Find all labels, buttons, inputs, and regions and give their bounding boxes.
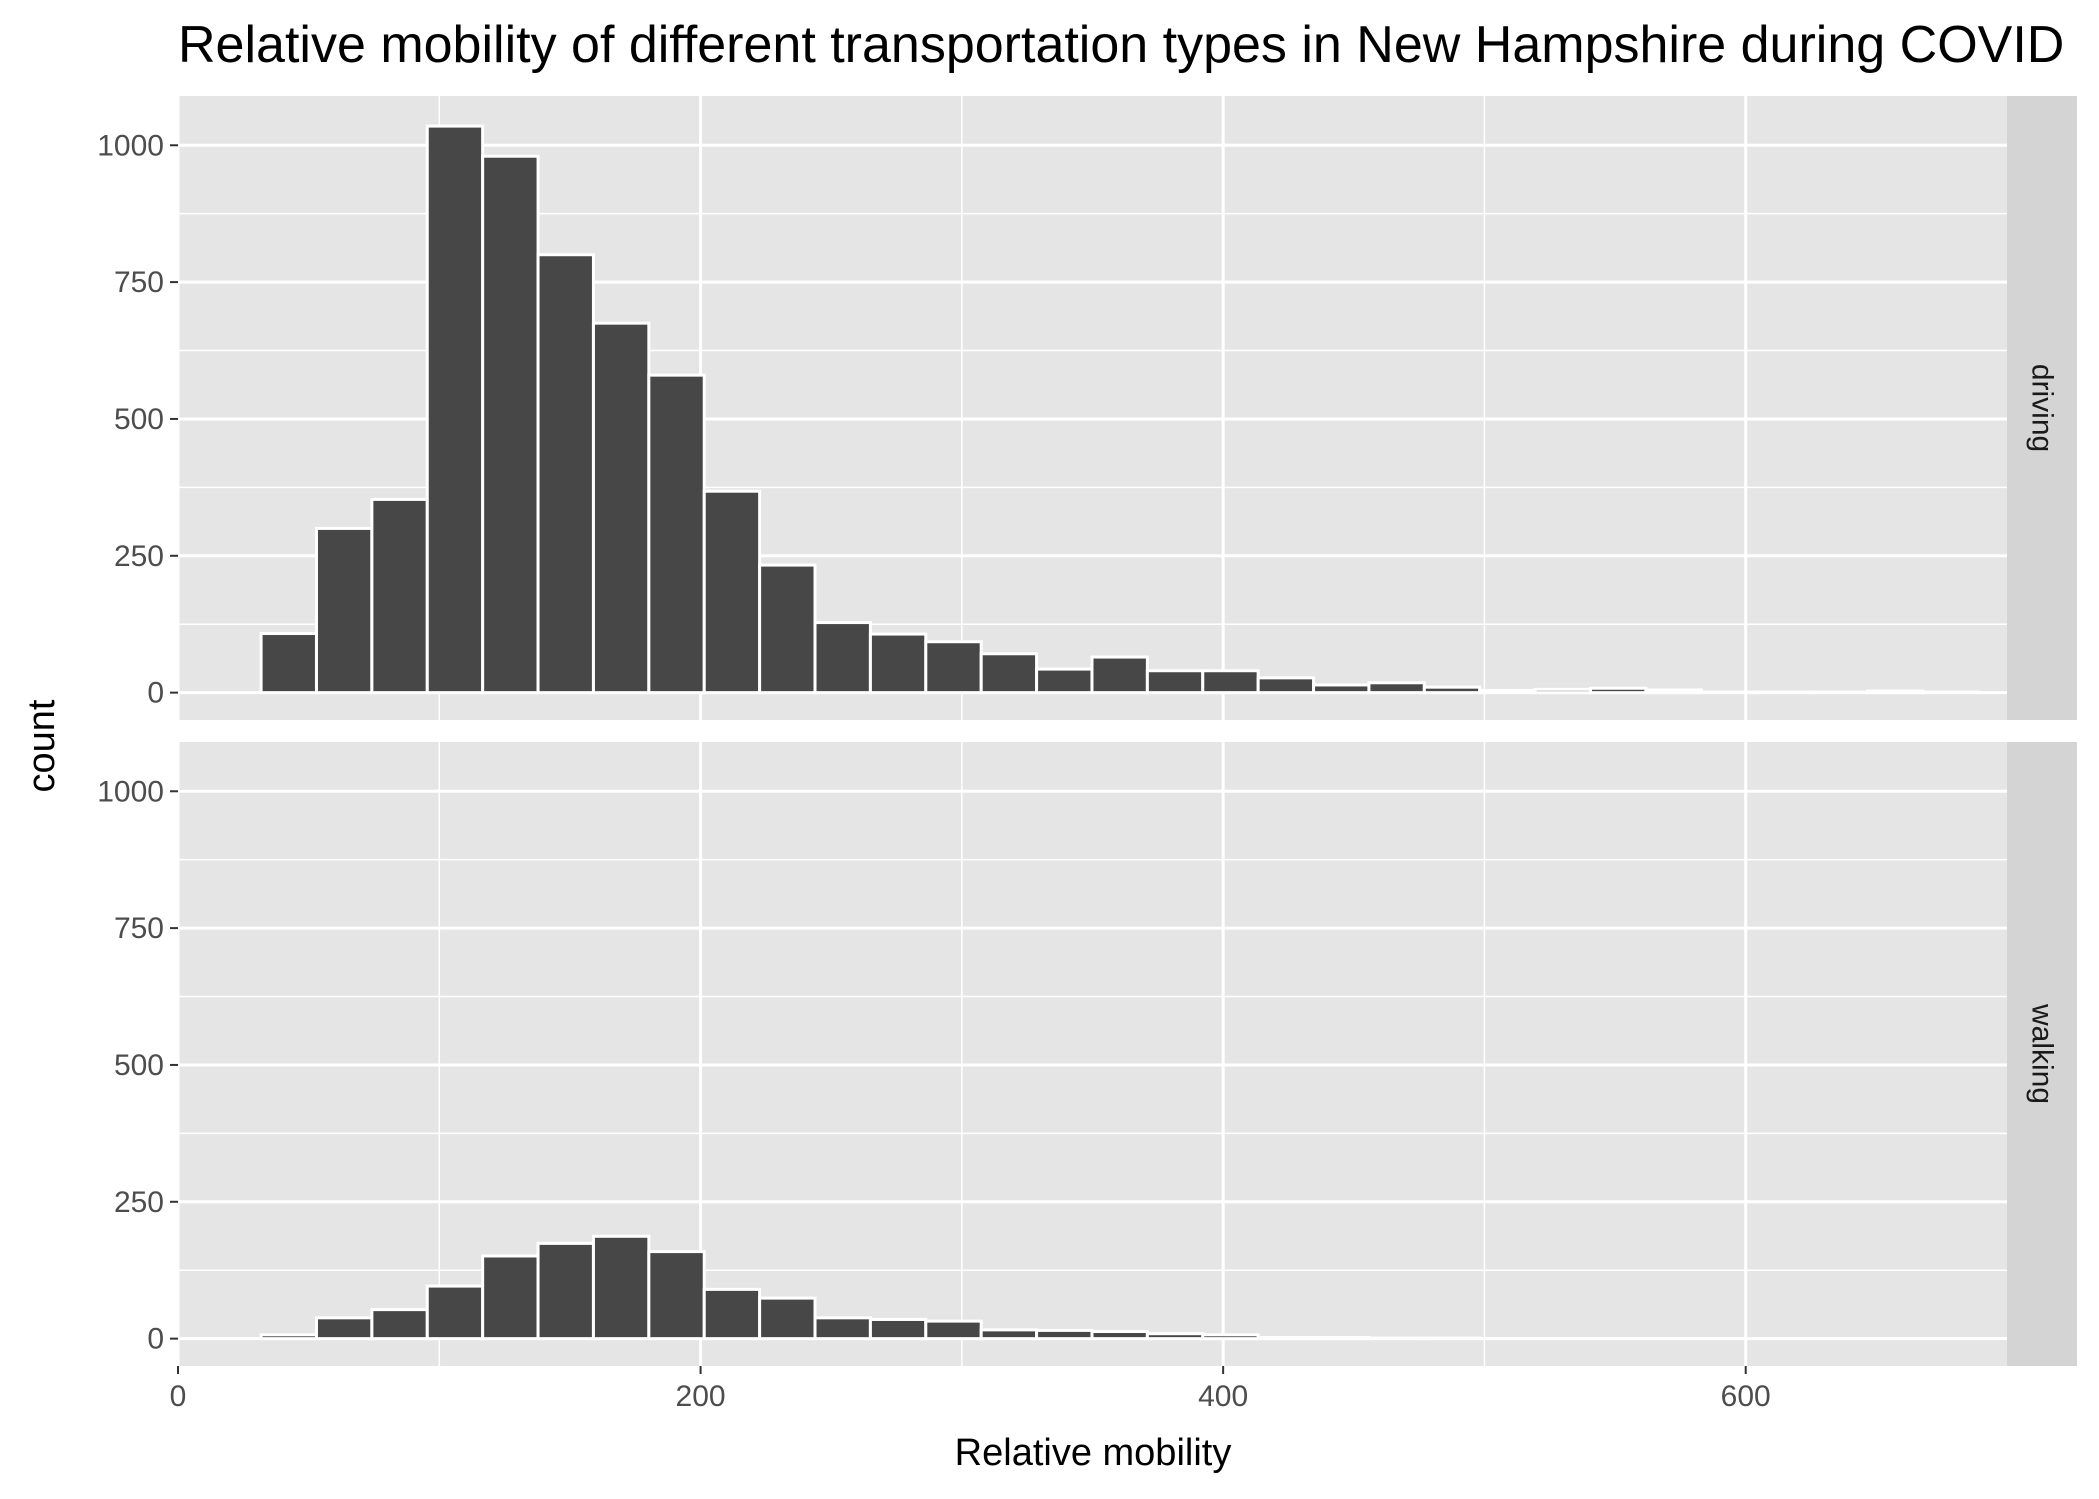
histogram-bar <box>1145 669 1205 695</box>
histogram-bar <box>1035 667 1094 695</box>
histogram-bar <box>425 1284 485 1341</box>
y-tick-label: 500 <box>114 1049 164 1082</box>
histogram-bar <box>1312 683 1371 695</box>
y-tick-label: 250 <box>114 540 164 573</box>
x-tick-label: 0 <box>170 1380 187 1413</box>
y-tick-label: 750 <box>114 266 164 299</box>
histogram-bar <box>370 1308 429 1341</box>
y-tick-label: 750 <box>114 912 164 945</box>
histogram-bar <box>314 526 374 695</box>
histogram-bar <box>647 1250 706 1341</box>
facet-strip <box>2007 742 2077 1366</box>
histogram-bar <box>813 1316 872 1341</box>
y-tick-label: 1000 <box>97 775 164 808</box>
histogram-bar <box>1478 688 1537 695</box>
histogram-bar <box>1035 1328 1094 1341</box>
histogram-bar <box>1699 690 1759 695</box>
histogram-bar <box>1256 676 1316 695</box>
histogram-bar <box>1921 690 1980 695</box>
x-tick-label: 200 <box>676 1380 726 1413</box>
histogram-bar <box>1533 687 1593 695</box>
facet-panel-driving: 0 250 500 750 1000 driving <box>97 96 2077 720</box>
histogram-bar <box>979 1328 1039 1341</box>
histogram-bar <box>1201 1333 1260 1341</box>
x-axis-title: Relative mobility <box>955 1432 1232 1474</box>
y-tick-label: 0 <box>147 1323 164 1356</box>
histogram-bar <box>1256 1336 1316 1341</box>
facet-panel-walking: 0 250 500 750 1000 walking <box>97 742 2077 1366</box>
histogram-bar <box>1589 686 1648 695</box>
x-tick-label: 400 <box>1198 1380 1248 1413</box>
x-axis: 0 200 400 600 <box>170 1366 1771 1413</box>
histogram-bar <box>425 124 485 695</box>
y-tick-label: 1000 <box>97 129 164 162</box>
chart-title: Relative mobility of different transport… <box>178 16 2064 74</box>
histogram-bar <box>1422 685 1482 695</box>
histogram-bar <box>979 652 1039 695</box>
histogram-bar <box>1810 690 1869 695</box>
histogram-bar <box>481 1254 540 1341</box>
histogram-bar <box>1090 1330 1149 1341</box>
histogram-bar <box>314 1316 374 1341</box>
y-axis-title: count <box>21 699 63 792</box>
histogram-bar <box>536 253 595 695</box>
histogram-bar <box>259 1333 318 1341</box>
histogram-bar <box>1312 1336 1371 1341</box>
histogram-bar <box>1090 655 1149 695</box>
histogram-bar <box>1422 1336 1482 1341</box>
histogram-bar <box>868 1317 928 1341</box>
histogram-bar <box>259 632 318 695</box>
histogram-bar <box>481 154 540 695</box>
histogram-bar <box>868 632 928 695</box>
y-tick-label: 500 <box>114 403 164 436</box>
panel-background <box>178 742 2007 1366</box>
histogram-bar <box>758 563 817 695</box>
histogram-bar <box>702 1287 762 1341</box>
y-tick-label: 0 <box>147 677 164 710</box>
histogram-bar <box>1367 681 1426 695</box>
facet-strip-label: walking <box>2026 1003 2059 1104</box>
histogram-bar <box>1644 688 1703 695</box>
facet-strip <box>2007 96 2077 720</box>
y-tick-label: 250 <box>114 1186 164 1219</box>
histogram-bar <box>591 321 651 695</box>
x-tick-label: 600 <box>1721 1380 1771 1413</box>
histogram-bar <box>1367 1336 1426 1341</box>
histogram-bar <box>591 1234 651 1341</box>
histogram-bar <box>370 497 429 695</box>
histogram-bar <box>1755 690 1814 695</box>
histogram-bar <box>924 1319 983 1341</box>
histogram-bar <box>702 489 762 695</box>
histogram-bar <box>1865 689 1925 695</box>
histogram-bar <box>536 1241 595 1341</box>
facet-panels: 0 250 500 750 1000 driving 0 250 500 750 1000 walki… <box>97 96 2077 1366</box>
facet-strip-label: driving <box>2026 364 2059 452</box>
histogram-bar <box>813 621 872 695</box>
histogram-bar <box>647 373 706 695</box>
histogram-bar <box>758 1296 817 1341</box>
histogram-bar <box>924 640 983 695</box>
histogram-bar <box>1201 669 1260 695</box>
histogram-bar <box>1145 1332 1205 1341</box>
